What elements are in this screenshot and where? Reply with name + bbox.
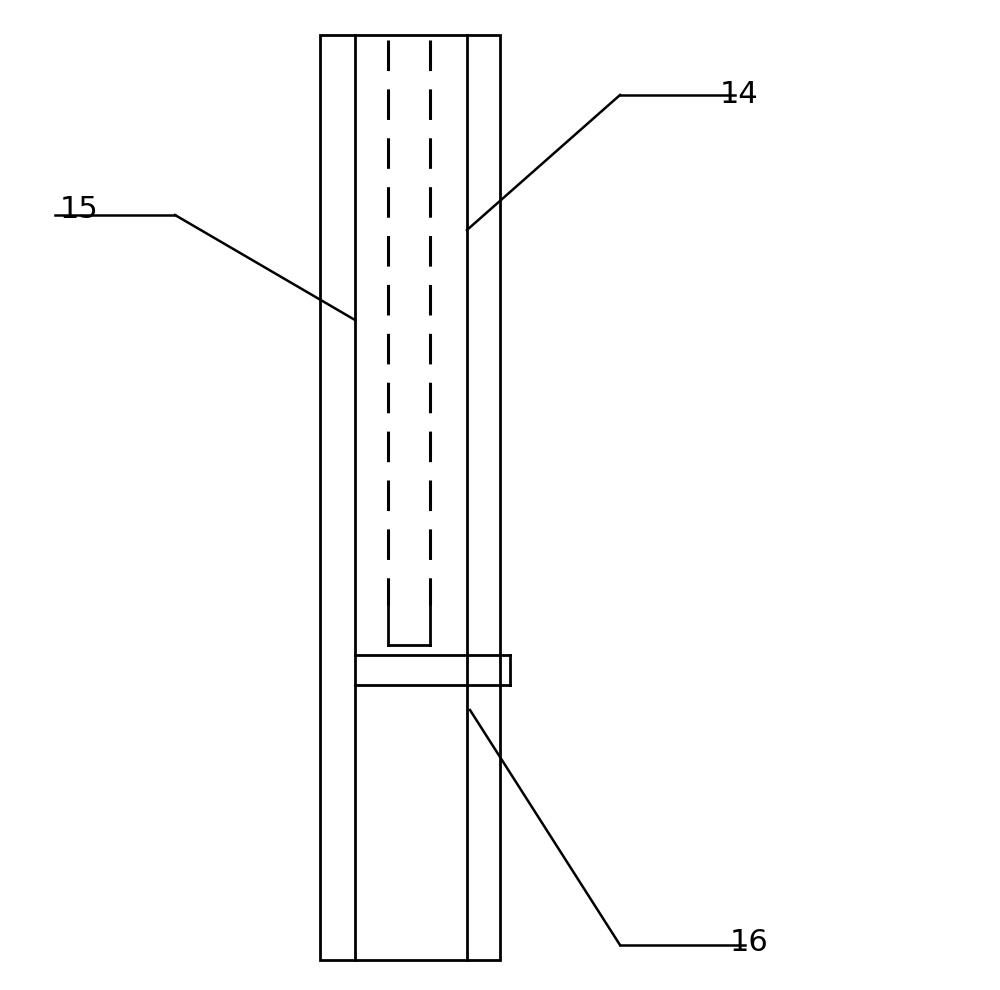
Text: 14: 14 (720, 80, 759, 109)
Text: 15: 15 (60, 195, 99, 224)
Bar (320, 35, 500, 960)
Text: 16: 16 (730, 928, 769, 957)
